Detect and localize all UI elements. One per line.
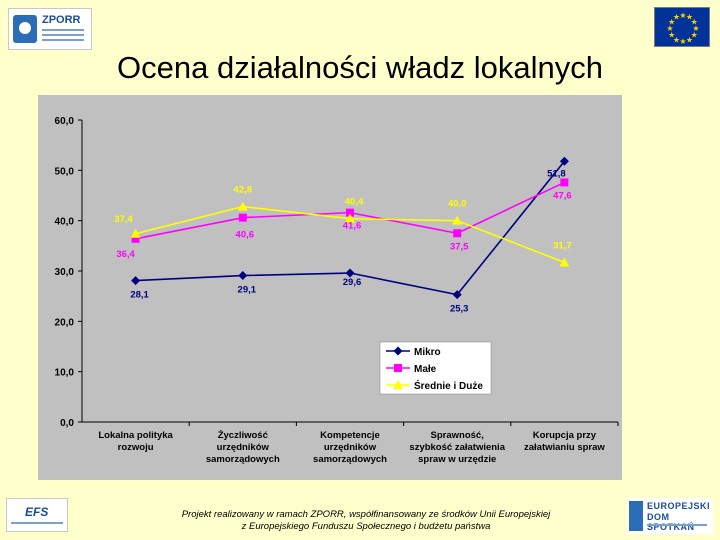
data-point-marker xyxy=(345,213,355,223)
eu-star-icon: ★ xyxy=(679,11,686,20)
x-category-label: Lokalna polityka rozwoju xyxy=(98,430,173,453)
eu-star-icon: ★ xyxy=(686,35,693,44)
data-point-marker xyxy=(560,178,569,187)
eu-star-icon: ★ xyxy=(666,24,673,33)
data-point-marker xyxy=(346,208,354,217)
data-label: 31,7 xyxy=(553,240,572,251)
y-tick-label: 30,0 xyxy=(55,267,75,278)
line-chart: 0,0 10,0 20,0 30,0 40,0 50,0 60,0 Lokalna poli… xyxy=(55,116,619,465)
data-point-marker xyxy=(559,257,570,267)
eu-star-icon: ★ xyxy=(679,37,686,46)
footer-line-1: Projekt realizowany w ramach ZPORR, wspó… xyxy=(181,509,551,520)
efs-logo-line xyxy=(11,522,63,524)
europejski-dom-spotkan-logo: EUROPEJSKI DOM SPOTKAŃ xyxy=(627,498,713,534)
data-label: 37,5 xyxy=(450,241,469,252)
data-label: 29,6 xyxy=(343,277,362,288)
y-tick-labels: 0,0 10,0 20,0 30,0 40,0 50,0 60,0 xyxy=(55,116,75,429)
eu-star-icon: ★ xyxy=(668,31,675,40)
zporr-emblem-icon xyxy=(13,15,37,43)
eu-star-icon: ★ xyxy=(686,13,693,22)
footer-line-2: z Europejskiego Funduszu Społecznego i b… xyxy=(241,521,491,532)
eu-flag-icon: ★ ★ ★ ★ ★ ★ ★ ★ ★ ★ ★ ★ xyxy=(654,7,710,47)
data-point-marker xyxy=(131,234,140,243)
data-label: 37,4 xyxy=(114,214,133,225)
data-point-marker xyxy=(130,228,141,238)
y-tick-label: 50,0 xyxy=(55,166,75,177)
zporr-logo: ZPORR xyxy=(8,8,92,50)
data-point-marker xyxy=(238,271,248,281)
data-point-marker xyxy=(238,213,247,222)
x-category-label: Życzliwość urzędników samorządowych xyxy=(206,430,280,465)
data-label: 40,6 xyxy=(236,230,255,241)
legend-entry: Małe xyxy=(414,364,437,375)
data-label: 36,4 xyxy=(116,249,135,260)
eds-logo-line-2: DOM SPOTKAŃ xyxy=(647,512,695,532)
page-title: Ocena działalności władz lokalnych xyxy=(117,50,603,85)
eds-emblem-icon xyxy=(629,501,643,531)
footer-note: Projekt realizowany w ramach ZPORR, wspó… xyxy=(150,509,582,533)
y-tick-label: 10,0 xyxy=(55,368,75,379)
eu-star-icon: ★ xyxy=(692,24,699,33)
zporr-logo-text: ZPORR xyxy=(42,14,81,26)
data-label: 47,6 xyxy=(553,190,572,201)
data-label: 42,8 xyxy=(234,185,253,196)
eu-star-icon: ★ xyxy=(673,13,680,22)
x-category-label: Korupcja przy załatwianiu spraw xyxy=(524,430,605,453)
data-label: 41,6 xyxy=(343,221,362,232)
data-label: 51,8 xyxy=(547,168,566,179)
legend-entry: Średnie i Duże xyxy=(414,379,483,392)
data-label: 40,4 xyxy=(345,197,364,208)
legend-swatch-marker xyxy=(393,346,403,356)
y-tick-label: 20,0 xyxy=(55,317,75,328)
chart-axes xyxy=(78,119,619,426)
eu-star-icon: ★ xyxy=(691,31,698,40)
legend-swatch-marker xyxy=(393,380,403,389)
legend-entry: Mikro xyxy=(414,347,441,358)
x-category-labels: Lokalna polityka rozwoju Życzliwość urzędni… xyxy=(98,430,605,465)
data-point-marker xyxy=(131,276,141,286)
chart-legend: Mikro Małe Średnie i Duże xyxy=(379,341,492,395)
efs-logo: EFS xyxy=(6,498,68,532)
data-point-marker xyxy=(237,201,248,211)
x-category-label: Kompetencje urzędników samorządowych xyxy=(313,430,387,465)
eu-star-icon: ★ xyxy=(668,18,675,27)
data-point-marker xyxy=(345,268,355,278)
y-tick-label: 40,0 xyxy=(55,217,75,228)
series-markers xyxy=(130,156,570,300)
data-labels: 28,1 29,1 29,6 25,3 51,8 36,4 40,6 41,6 37,5 47,6… xyxy=(114,168,571,314)
data-point-marker xyxy=(452,215,463,225)
data-label: 29,1 xyxy=(238,285,257,296)
zporr-logo-lines xyxy=(42,29,84,44)
x-category-label: Sprawność, szybkość załatwienia spraw w ur… xyxy=(409,430,505,465)
chart-panel: 0,0 10,0 20,0 30,0 40,0 50,0 60,0 Lokalna poli… xyxy=(38,95,622,480)
legend-swatch-marker xyxy=(394,364,402,372)
eu-stars-icon: ★ ★★★★★★★★★★★ xyxy=(666,11,699,46)
data-label: 28,1 xyxy=(130,290,149,301)
eds-logo-underline xyxy=(647,524,707,526)
data-point-marker xyxy=(559,156,569,166)
eds-logo-line-1: EUROPEJSKI xyxy=(647,501,711,511)
data-label: 25,3 xyxy=(450,304,469,315)
efs-logo-text: EFS xyxy=(25,505,49,519)
data-label: 40,0 xyxy=(448,199,467,210)
data-point-marker xyxy=(453,229,462,238)
eu-star-icon: ★ xyxy=(673,35,680,44)
y-tick-label: 0,0 xyxy=(60,418,74,429)
eu-star-icon: ★ xyxy=(691,18,698,27)
y-tick-label: 60,0 xyxy=(55,116,75,127)
data-point-marker xyxy=(452,290,462,300)
